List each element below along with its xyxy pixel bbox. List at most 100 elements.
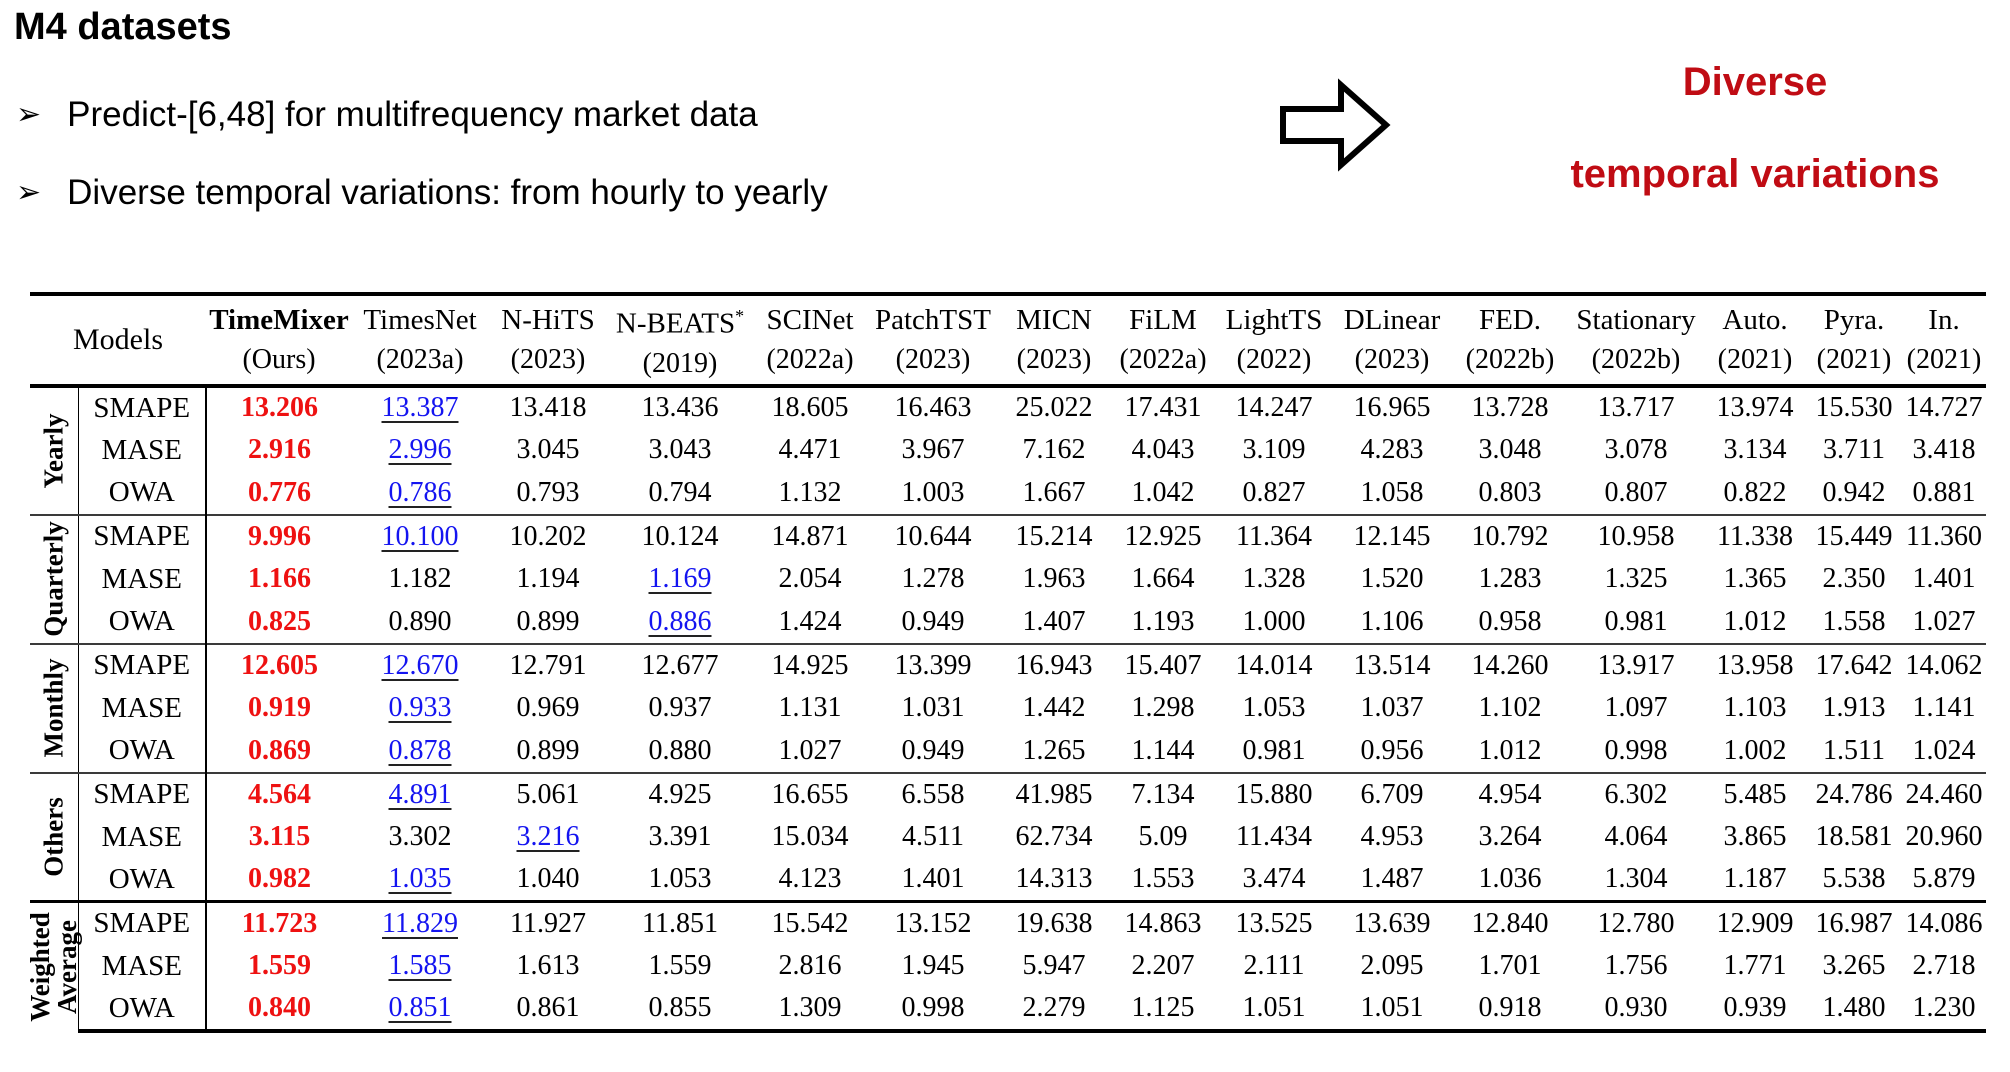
value-cell: 10.792 [1452, 513, 1568, 558]
value-cell: 0.949 [901, 734, 965, 766]
value-cell: 1.037 [1360, 692, 1424, 724]
second-best-value: 13.387 [381, 392, 459, 424]
second-best-value: 12.670 [381, 649, 459, 681]
value-cell: 0.937 [648, 692, 712, 724]
value-cell: 0.930 [1568, 987, 1704, 1033]
value-cell: 13.728 [1471, 392, 1549, 424]
value-cell: 1.003 [901, 476, 965, 508]
value-cell: 1.125 [1110, 987, 1216, 1033]
group-label-text: Monthly [38, 659, 68, 758]
value-cell: 1.664 [1131, 563, 1195, 595]
value-cell: 1.401 [901, 863, 965, 895]
value-cell: 14.062 [1902, 642, 1986, 687]
table-row: OWA 0.825 0.890 0.899 0.886 1.424 0.949 1.407 1.… [30, 600, 1986, 644]
model-year: (2023) [510, 343, 586, 375]
page-title: M4 datasets [14, 6, 232, 48]
value-cell: 4.954 [1452, 771, 1568, 816]
bullet-text-2: Diverse temporal variations: from hourly… [67, 173, 828, 212]
value-cell: 12.780 [1568, 900, 1704, 945]
value-cell: 1.027 [778, 734, 842, 766]
value-cell: 0.982 [248, 863, 311, 895]
value-cell: 11.338 [1704, 513, 1806, 558]
value-cell: 1.097 [1604, 692, 1668, 724]
value-cell: 0.998 [1604, 734, 1668, 766]
group-label-text: Others [38, 797, 68, 876]
value-cell: 13.152 [868, 900, 998, 945]
value-cell: 1.520 [1360, 563, 1424, 595]
value-cell: 1.102 [1478, 692, 1542, 724]
model-name: Pyra. [1823, 303, 1885, 336]
value-cell: 4.283 [1360, 434, 1424, 466]
value-cell: 0.958 [1478, 605, 1542, 637]
value-cell: 15.542 [752, 900, 868, 945]
table-row: MASE 1.559 1.585 1.613 1.559 2.816 1.945 5.947 2… [30, 944, 1986, 988]
value-cell: 16.655 [752, 771, 868, 816]
second-best-value: 2.996 [388, 434, 452, 466]
value-cell: 1.328 [1242, 563, 1306, 595]
value-cell: 1.166 [248, 563, 311, 595]
value-cell: 1.027 [1912, 605, 1976, 637]
value-cell: 1.000 [1242, 605, 1306, 637]
group-others: Others SMAPE 4.564 4.891 5.061 4.925 16.655 6.5… [30, 771, 1986, 902]
value-cell: 1.132 [778, 476, 842, 508]
second-best-value: 1.585 [388, 950, 452, 982]
value-cell: 1.511 [1823, 734, 1885, 766]
value-cell: 10.100 [352, 513, 488, 558]
value-cell: 1.480 [1806, 987, 1902, 1033]
model-name: Auto. [1722, 303, 1788, 336]
model-name: FED. [1478, 303, 1542, 336]
value-cell: 1.265 [1022, 734, 1086, 766]
value-cell: 13.436 [641, 392, 719, 424]
value-cell: 2.095 [1360, 950, 1424, 982]
value-cell: 4.123 [778, 863, 842, 895]
value-cell: 13.917 [1568, 642, 1704, 687]
value-cell: 0.861 [488, 987, 608, 1033]
model-name: PatchTST [875, 303, 991, 336]
value-cell: 1.407 [1022, 605, 1086, 637]
value-cell: 14.863 [1110, 900, 1216, 945]
arrowhead-bullet-icon: ➢ [16, 98, 42, 131]
model-column-header: MICN (2023) [998, 292, 1110, 388]
value-cell: 62.734 [1015, 821, 1093, 853]
value-cell: 2.054 [778, 563, 842, 595]
bullet-list: ➢ Predict-[6,48] for multifrequency mark… [16, 92, 828, 248]
value-cell: 0.803 [1478, 476, 1542, 508]
value-cell: 1.401 [1912, 563, 1976, 595]
model-year: (2022b) [1465, 343, 1555, 375]
value-cell: 13.399 [868, 642, 998, 687]
value-cell: 11.364 [1216, 513, 1332, 558]
value-cell: 18.605 [771, 392, 849, 424]
second-best-value: 4.891 [388, 778, 452, 810]
value-cell: 14.925 [752, 642, 868, 687]
value-cell: 10.958 [1568, 513, 1704, 558]
group-label-text: Quarterly [38, 521, 68, 636]
model-name: SCINet [766, 303, 854, 336]
metric-label: OWA [78, 600, 207, 644]
table-row: OWA 0.776 0.786 0.793 0.794 1.132 1.003 1.667 1.… [30, 471, 1986, 515]
model-name: MICN [1016, 303, 1092, 336]
value-cell: 1.182 [388, 563, 452, 595]
group-weighted-average: Weighted Average SMAPE 11.723 11.829 11.927 11… [24, 900, 1986, 1033]
model-column-header: FiLM (2022a) [1110, 292, 1216, 388]
value-cell: 3.109 [1242, 434, 1306, 466]
value-cell: 14.260 [1452, 642, 1568, 687]
second-best-value: 1.035 [388, 863, 452, 895]
value-cell: 0.918 [1452, 987, 1568, 1033]
value-cell: 11.723 [206, 900, 352, 945]
second-best-value: 0.851 [388, 992, 452, 1024]
model-year: (2023) [1016, 343, 1092, 375]
value-cell: 4.043 [1131, 434, 1195, 466]
model-year: (2019) [642, 347, 718, 379]
value-cell: 1.035 [352, 859, 488, 902]
value-cell: 1.487 [1360, 863, 1424, 895]
value-cell: 10.124 [608, 513, 752, 558]
value-cell: 0.840 [206, 987, 352, 1033]
second-best-value: 3.216 [516, 821, 580, 853]
value-cell: 1.325 [1604, 563, 1668, 595]
metric-label: OWA [78, 987, 207, 1033]
value-cell: 11.851 [608, 900, 752, 945]
group-label-line: Weighted [24, 912, 55, 1022]
value-cell: 11.927 [488, 900, 608, 945]
value-cell: 3.043 [648, 434, 712, 466]
arrowhead-bullet-icon: ➢ [16, 176, 42, 209]
